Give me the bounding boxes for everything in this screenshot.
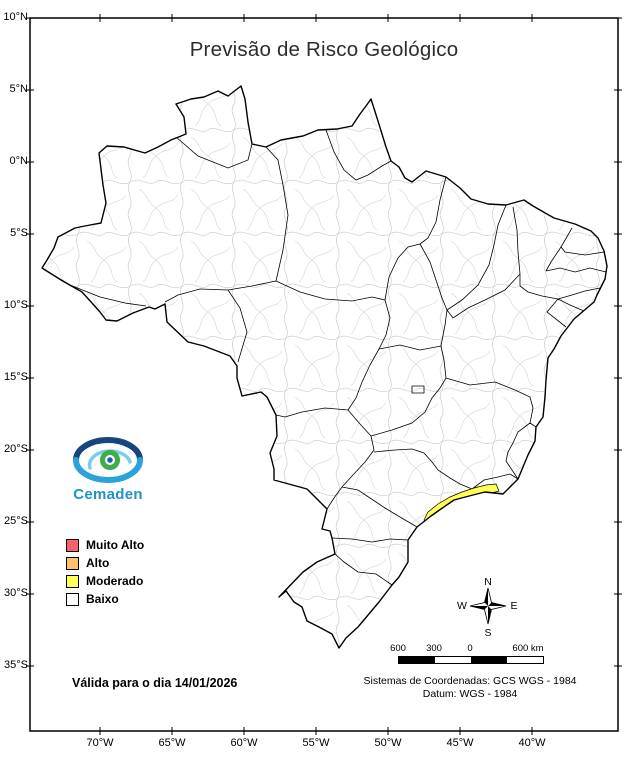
compass-star-black (488, 606, 492, 624)
longitude-label: 40°W (518, 737, 546, 749)
scale-segment (399, 657, 435, 663)
longitude-label: 45°W (446, 737, 474, 749)
page-title: Previsão de Risco Geológico (189, 38, 459, 61)
latitude-label: 20°S (4, 443, 28, 455)
compass-label-south: S (484, 627, 491, 639)
legend-item: Baixo (66, 590, 144, 608)
latitude-label: 5°N (9, 83, 28, 95)
legend-label: Baixo (86, 592, 119, 606)
longitude-label: 60°W (230, 737, 258, 749)
longitude-label: 65°W (158, 737, 186, 749)
scale-segment (435, 657, 471, 663)
compass-star-black (484, 588, 488, 606)
scale-bar-graphic (398, 656, 544, 664)
longitude-label: 50°W (374, 737, 402, 749)
compass-label-east: E (510, 600, 517, 612)
map-frame (29, 17, 619, 732)
scale-segment (507, 657, 543, 663)
legend-swatch-muito-alto (66, 538, 79, 552)
risk-legend: Muito Alto Alto Moderado Baixo (66, 536, 144, 608)
legend-swatch-moderado (66, 574, 79, 588)
latitude-label: 30°S (4, 587, 28, 599)
compass-rose: N E S W (457, 576, 517, 639)
legend-item: Alto (66, 554, 144, 572)
latitude-label: 35°S (4, 659, 28, 671)
municipality-borders (42, 86, 607, 648)
coordinate-system-line1: Sistemas de Coordenadas: GCS WGS - 1984 (363, 675, 577, 687)
legend-swatch-alto (66, 556, 79, 570)
validity-text: Válida para o dia 14/01/2026 (72, 676, 238, 690)
scale-segment (471, 657, 507, 663)
latitude-label: 15°S (4, 371, 28, 383)
latitude-label: 10°S (4, 299, 28, 311)
scale-label: 600 km (512, 643, 544, 654)
latitude-label: 25°S (4, 515, 28, 527)
legend-label: Alto (86, 556, 110, 570)
compass-label-north: N (484, 576, 492, 588)
scale-label: 600 (390, 643, 406, 654)
coordinate-system-text: Sistemas de Coordenadas: GCS WGS - 1984 … (330, 675, 610, 701)
longitude-label: 55°W (302, 737, 330, 749)
state-borders (44, 129, 607, 586)
cemaden-logo-icon (73, 437, 143, 483)
compass-star-black (470, 606, 488, 610)
graticule-ticks (26, 14, 622, 735)
brazil-outline (41, 85, 608, 649)
compass-label-west: W (457, 600, 467, 612)
latitude-label: 10°N (3, 11, 28, 23)
scale-bar: 600 300 0 600 km (388, 643, 558, 669)
legend-item: Muito Alto (66, 536, 144, 554)
legend-item: Moderado (66, 572, 144, 590)
legend-label: Moderado (86, 574, 144, 588)
legend-label: Muito Alto (86, 538, 145, 552)
scale-label: 300 (426, 643, 442, 654)
longitude-label: 70°W (86, 737, 114, 749)
latitude-label: 0°N (9, 155, 28, 167)
cemaden-logo-text: Cemaden (73, 486, 143, 503)
latitude-label: 5°S (10, 227, 28, 239)
compass-star-black (488, 602, 506, 606)
legend-swatch-baixo (66, 592, 79, 606)
coordinate-system-line2: Datum: WGS - 1984 (422, 688, 518, 700)
scale-label: 0 (467, 643, 473, 654)
